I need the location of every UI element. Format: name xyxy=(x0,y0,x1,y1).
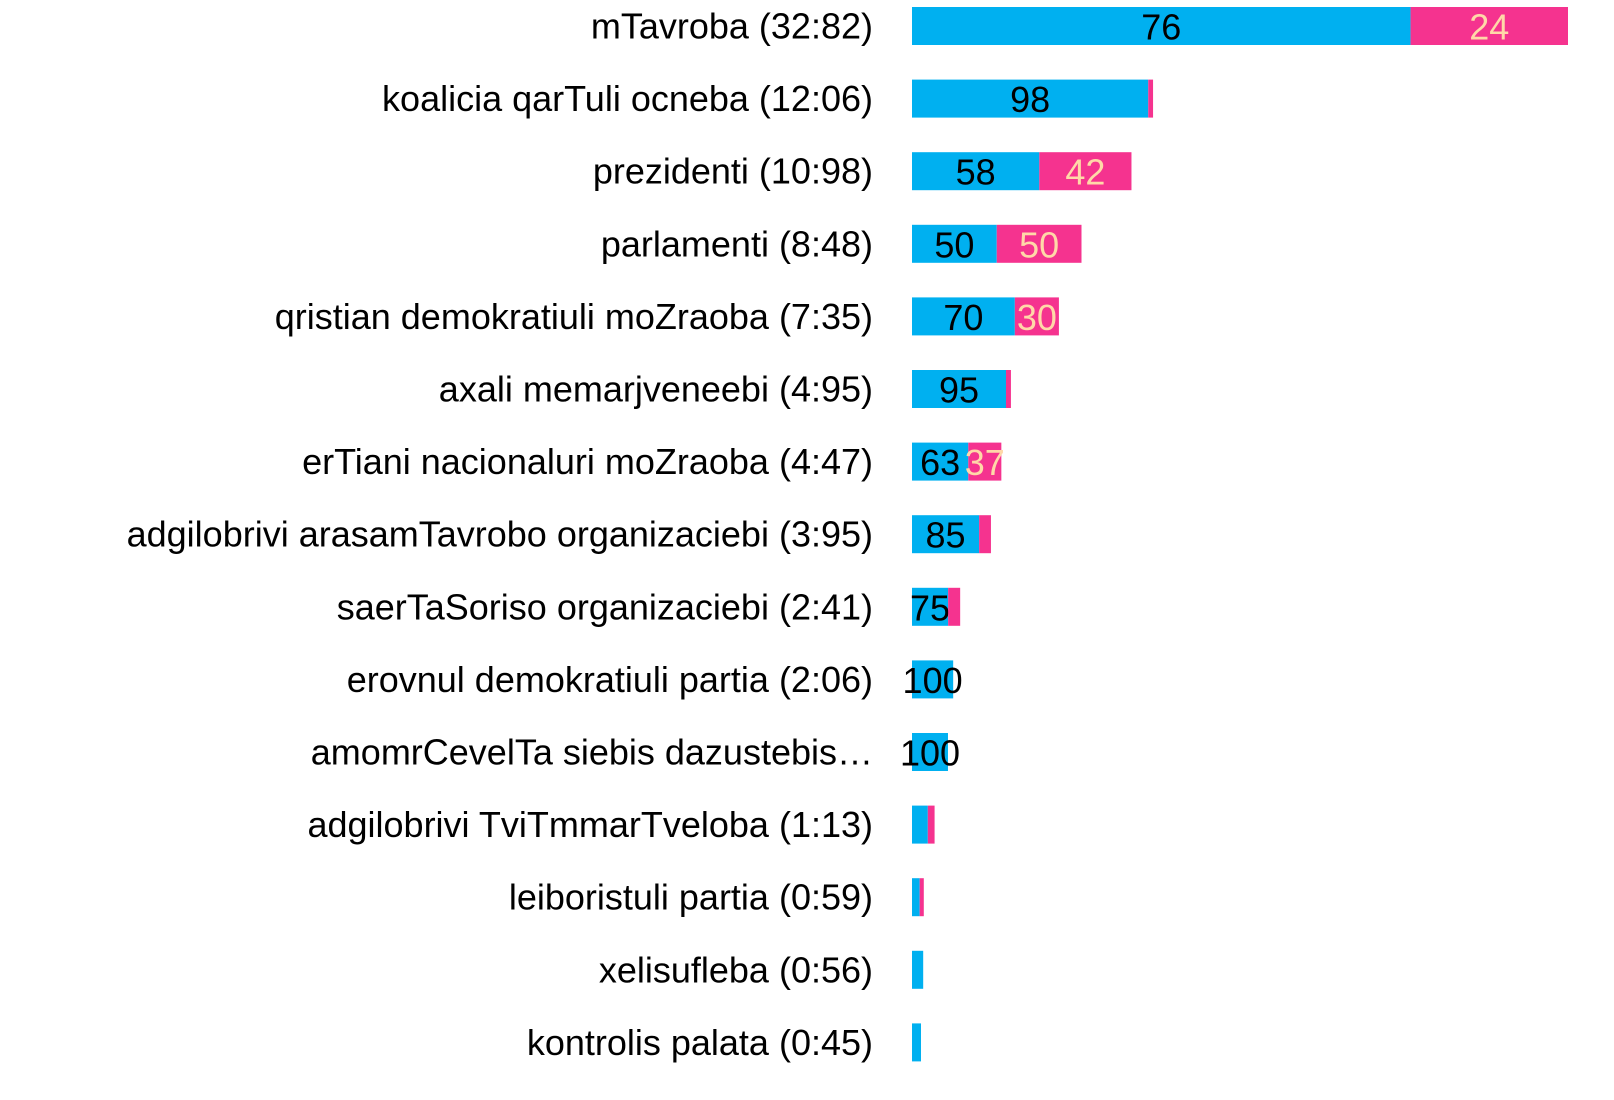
value-label: 100 xyxy=(900,733,960,774)
bar-segment xyxy=(912,7,1411,45)
bar-segment xyxy=(912,950,924,989)
value-label: 63 xyxy=(920,442,960,483)
bar-segment xyxy=(948,587,961,626)
bar-segment xyxy=(1014,297,1059,336)
bar-segment xyxy=(912,805,928,844)
category-label: axali memarjveneebi (4:95) xyxy=(439,369,873,410)
value-label: 30 xyxy=(1017,297,1057,338)
bar-segment xyxy=(912,297,1015,336)
category-label: koalicia qarTuli ocneba (12:06) xyxy=(382,78,873,119)
category-label: mTavroba (32:82) xyxy=(591,6,873,47)
bar-segment xyxy=(1148,79,1154,118)
bar-segment xyxy=(1039,152,1132,191)
value-label: 100 xyxy=(903,660,963,701)
value-label: 24 xyxy=(1469,7,1509,48)
category-label: erTiani nacionaluri moZraoba (4:47) xyxy=(302,441,873,482)
bar-segment xyxy=(1005,370,1011,408)
bar-segment xyxy=(912,370,1006,408)
bar-segment xyxy=(919,878,924,917)
bar-segment xyxy=(912,878,920,917)
bar-segment xyxy=(912,515,980,554)
bar-segment xyxy=(912,152,1040,191)
bar-segment xyxy=(912,79,1149,118)
value-label: 58 xyxy=(956,152,996,193)
value-label: 85 xyxy=(926,515,966,556)
value-label: 70 xyxy=(943,297,983,338)
category-label: qristian demokratiuli moZraoba (7:35) xyxy=(275,296,873,337)
bar-segment xyxy=(927,805,935,844)
bar-segment xyxy=(912,587,949,626)
value-label: 95 xyxy=(939,370,979,411)
category-label: prezidenti (10:98) xyxy=(593,151,873,192)
category-label: leiboristuli partia (0:59) xyxy=(509,877,873,918)
category-label: parlamenti (8:48) xyxy=(601,223,873,264)
category-label: xelisufleba (0:56) xyxy=(599,949,873,990)
category-label: erovnul demokratiuli partia (2:06) xyxy=(347,659,873,700)
value-label: 50 xyxy=(1019,224,1059,265)
bar-segment xyxy=(979,515,991,554)
value-label: 42 xyxy=(1065,152,1105,193)
category-label: adgilobrivi arasamTavrobo organizaciebi … xyxy=(127,514,873,555)
value-label: 37 xyxy=(965,442,1005,483)
bar-segment xyxy=(912,442,969,481)
value-label: 50 xyxy=(934,224,974,265)
bar-segment xyxy=(1410,7,1568,45)
bar-segment xyxy=(912,224,997,263)
value-label: 75 xyxy=(910,587,950,628)
category-label: adgilobrivi TviTmmarTveloba (1:13) xyxy=(307,804,873,845)
bar-segment xyxy=(912,660,954,699)
bar-segment xyxy=(996,224,1082,263)
value-label: 98 xyxy=(1010,79,1050,120)
category-label: saerTaSoriso organizaciebi (2:41) xyxy=(337,586,873,627)
category-label: amomrCevelTa siebis dazustebis… xyxy=(311,732,873,773)
bar-segment xyxy=(968,442,1002,481)
category-label: kontrolis palata (0:45) xyxy=(527,1022,873,1063)
bar-segment xyxy=(912,733,948,771)
bar-segment xyxy=(912,1023,921,1062)
value-label: 76 xyxy=(1141,7,1181,48)
